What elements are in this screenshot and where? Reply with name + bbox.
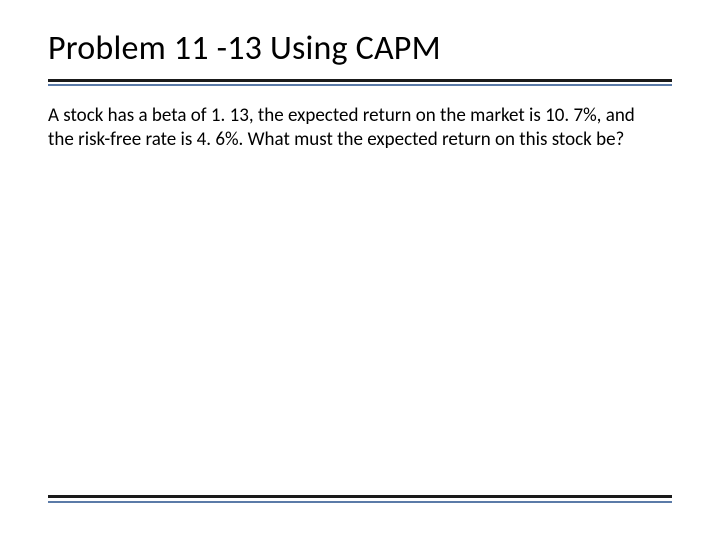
footer-rule-blue xyxy=(48,501,672,503)
slide-body-text: A stock has a beta of 1. 13, the expecte… xyxy=(48,104,648,153)
title-underline-dark xyxy=(48,79,672,82)
footer-rule-dark xyxy=(48,495,672,498)
title-underline-blue xyxy=(48,84,672,86)
slide-title: Problem 11 -13 Using CAPM xyxy=(48,28,672,79)
